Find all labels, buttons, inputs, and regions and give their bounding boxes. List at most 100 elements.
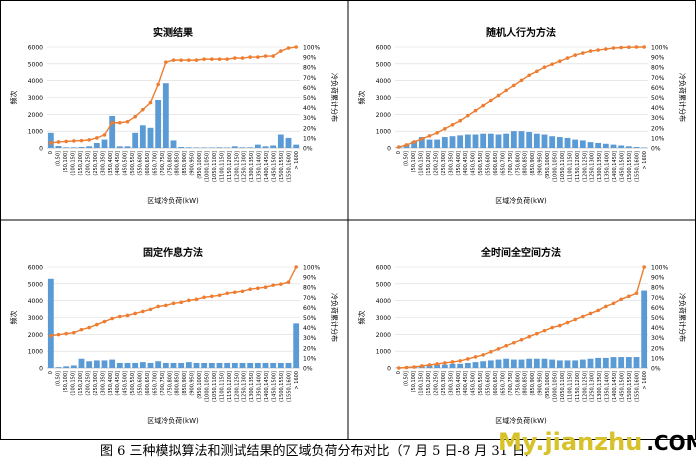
cumulative-point [519,337,524,342]
bar [55,145,62,148]
x-tick-label: (250,300] [441,371,447,396]
y2-tick-label: 80% [303,285,317,292]
cumulative-point [148,307,153,312]
bar [63,147,70,148]
bar [132,132,139,148]
y-tick-label: 3000 [376,95,391,102]
bar [418,137,425,148]
x-tick-label: (1550,1600] [286,151,292,182]
x-tick-label: (1450,1500] [619,371,625,402]
x-tick-label: (900,950] [538,371,544,396]
bar [610,144,617,148]
cumulative-point [248,287,252,292]
x-tick-label: > 1600 [642,371,648,390]
cumulative-point [565,56,570,60]
x-tick-label: (50,100] [63,371,69,392]
cumulative-point [504,343,508,348]
x-tick-label: > 1600 [642,151,648,170]
cumulative-point [512,340,516,345]
x-tick-label: (0,50] [56,151,62,166]
cumulative-point [519,78,524,83]
bar [564,360,571,368]
cumulative-point [148,100,153,105]
watermark-logo: My.jianzhu .COM [498,428,696,456]
cumulative-point [110,316,114,321]
cumulative-point [420,364,424,368]
y2-tick-label: 80% [303,65,317,72]
x-tick-label: (200,250] [85,151,91,176]
bar [185,147,192,148]
bar [549,136,556,148]
bar [441,137,448,148]
cumulative-point [404,365,409,370]
x-tick-label: (1350,1400] [605,151,611,182]
bar [556,137,563,148]
cumulative-point [435,362,439,366]
bar [78,146,85,148]
figure-caption: 图 6 三种模拟算法和测试结果的区域负荷分布对比（7 月 5 日-8 月 31 … [0,441,696,463]
x-tick-label: (950,1000] [545,371,551,399]
y2-tick-label: 20% [651,125,665,132]
cumulative-point [412,140,416,144]
cumulative-point [56,332,61,337]
cumulative-point [450,122,455,127]
cumulative-point [95,322,99,327]
bar [464,362,471,368]
bar [55,367,62,368]
cumulative-point [420,137,424,141]
x-tick-label: (700,750] [508,151,514,176]
y2-tick-label: 0% [303,366,313,373]
x-tick-label: (0,50] [404,371,410,386]
x-tick-label: (450,500] [123,151,129,176]
y2-tick-label: 20% [651,345,665,352]
x-tick-label: (1450,1500] [619,151,625,182]
cumulative-point [171,58,176,62]
x-tick-label: (800,850] [175,151,181,176]
x-tick-label: (500,550] [478,371,484,396]
cumulative-point [102,319,107,324]
y-tick-label: 5000 [28,61,43,68]
bar [464,134,471,148]
bar [277,134,284,148]
x-tick-label: (750,800] [167,371,173,396]
cumulative-point [72,330,76,335]
x-tick-label: (650,700] [152,371,158,396]
bar [426,139,433,148]
watermark-main: My.jianzhu [498,428,643,456]
x-tick-label: (450,500] [471,371,477,396]
x-tick-label: (700,750] [160,371,166,396]
y-tick-label: 0 [39,366,43,373]
bar [109,359,116,368]
cumulative-point [412,365,416,369]
cumulative-point [263,285,268,290]
chart-panel-3: 固定作息方法 0 1000 2000 3000 4000 5000 6000 0% 10% 20% 3… [9,246,339,425]
bar [457,135,464,148]
x-tick-label: (800,850] [523,371,529,396]
y2-axis-label: 冷负荷累计分布 [330,73,339,122]
bar [132,362,139,368]
bar [277,362,284,368]
cumulative-point [125,313,130,318]
bar [625,357,632,368]
bar [518,131,525,148]
bar [47,132,54,148]
bar [63,366,70,368]
y2-axis-label: 冷负荷累计分布 [678,73,687,122]
cumulative-point [49,333,53,338]
bar [495,134,502,148]
x-tick-label: (350,400] [108,151,114,176]
x-tick-label: (400,450] [115,151,121,176]
cumulative-point [404,143,409,147]
y2-tick-label: 0% [651,146,661,153]
cumulative-point [397,145,401,149]
y2-tick-label: 90% [303,55,317,62]
x-tick-label: (1500,1550] [279,371,285,402]
x-axis-label: 区域冷负荷(kW) [147,416,199,425]
bar [610,357,617,368]
cumulative-point [573,53,577,57]
x-tick-label: (1000,1050] [204,371,210,402]
y-tick-label: 3000 [376,315,391,322]
bar [178,146,185,148]
y2-tick-label: 40% [303,325,317,332]
cumulative-point [49,141,53,145]
